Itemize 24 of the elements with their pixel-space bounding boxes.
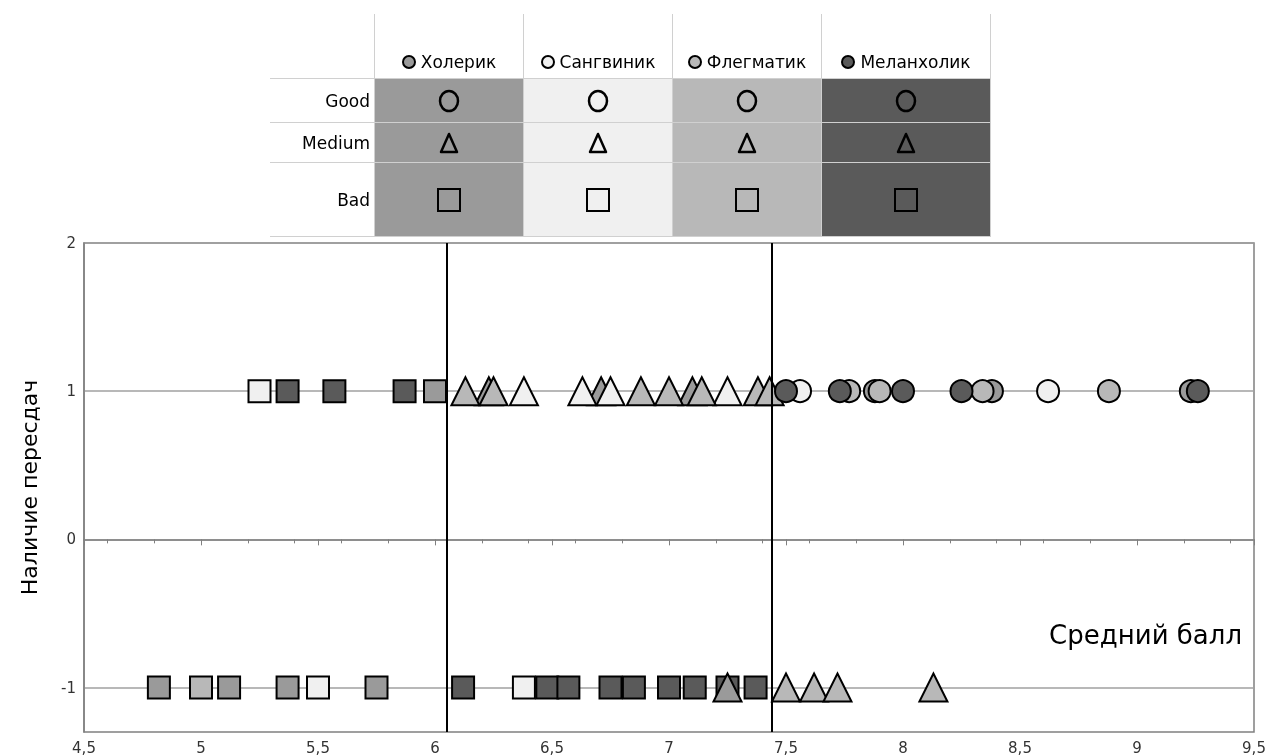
x-tick-label: 6,5 <box>540 738 564 755</box>
x-tick-label: 5 <box>196 738 206 755</box>
y-axis-title: Наличие пересдач <box>16 379 42 596</box>
legend-label: Меланхолик <box>860 52 971 72</box>
y-tick-label: 1 <box>66 382 76 401</box>
x-tick-label: 9 <box>1132 738 1142 755</box>
y-tick-label: 2 <box>66 234 76 252</box>
x-axis-title: Средний балл <box>1049 620 1243 650</box>
x-tick-label: 8,5 <box>1008 738 1032 755</box>
x-tick-label: 9,5 <box>1242 738 1266 755</box>
y-tick-label: -1 <box>61 678 76 697</box>
x-tick-label: 5,5 <box>306 738 330 755</box>
legend-label: Холерик <box>420 52 497 72</box>
legend-label: Флегматик <box>706 52 807 72</box>
x-tick-label: 6 <box>430 738 440 755</box>
text: Bad <box>270 162 375 237</box>
text: Medium <box>270 122 375 163</box>
x-tick-label: 4,5 <box>72 738 96 755</box>
text: Good <box>270 78 375 123</box>
x-tick-label: 7 <box>664 738 674 755</box>
x-tick-label: 7,5 <box>774 738 798 755</box>
x-tick-label: 8 <box>898 738 908 755</box>
legend-label: Сангвиник <box>559 52 656 72</box>
y-tick-label: 0 <box>66 530 76 549</box>
